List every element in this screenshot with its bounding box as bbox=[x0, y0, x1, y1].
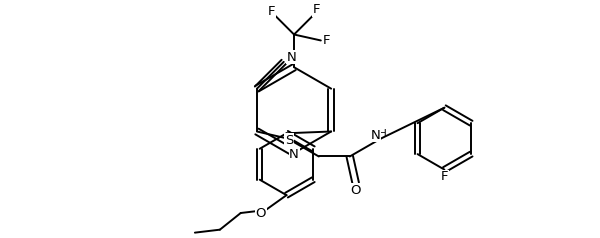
Text: N: N bbox=[371, 129, 381, 142]
Text: F: F bbox=[313, 3, 320, 16]
Text: O: O bbox=[256, 207, 266, 219]
Text: O: O bbox=[350, 184, 361, 197]
Text: F: F bbox=[268, 5, 275, 18]
Text: N: N bbox=[287, 51, 296, 64]
Text: F: F bbox=[323, 34, 331, 47]
Text: F: F bbox=[440, 170, 448, 183]
Text: H: H bbox=[379, 129, 387, 139]
Text: N: N bbox=[289, 148, 299, 161]
Text: S: S bbox=[285, 134, 293, 147]
